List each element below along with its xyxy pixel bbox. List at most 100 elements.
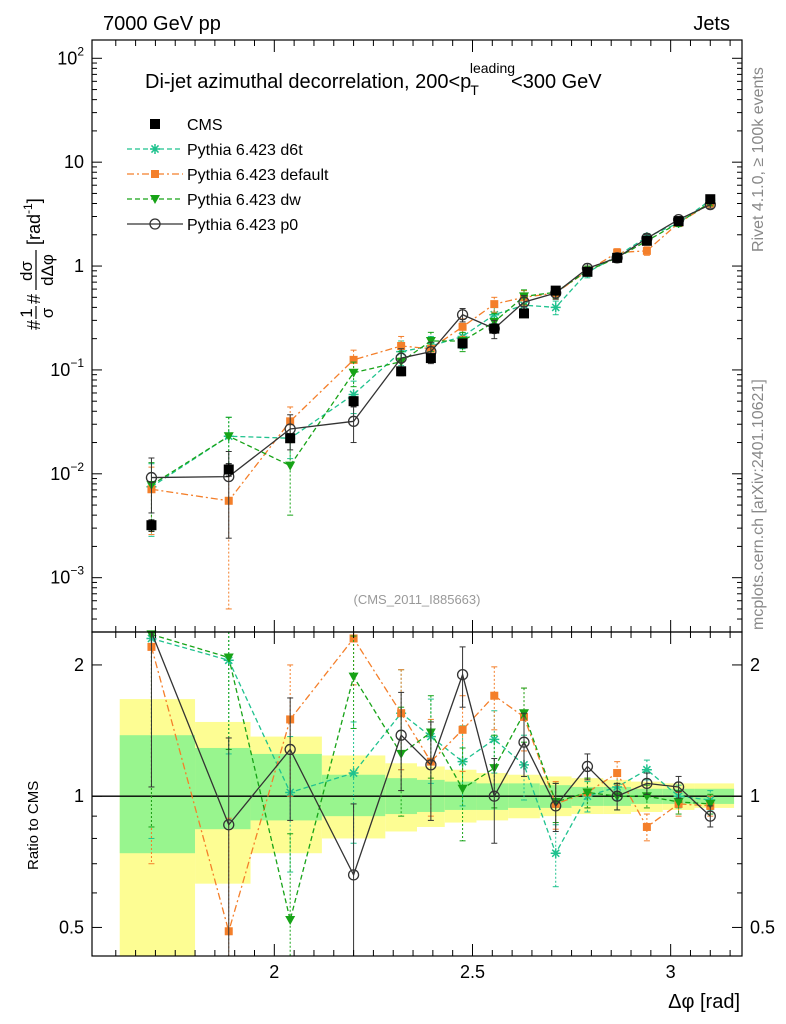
main-point-default-7 <box>490 300 499 309</box>
band-inner-1 <box>195 747 251 830</box>
xtick-label-2: 3 <box>666 962 676 982</box>
main-point-dw-1 <box>223 432 234 442</box>
main-point-p0-4 <box>395 352 407 364</box>
ratio-y-axis-label: Ratio to CMS <box>25 781 42 870</box>
ratio-point-default-3 <box>349 634 358 643</box>
side-rivet-label: Rivet 4.1.0, ≥ 100k events <box>750 67 767 252</box>
main-point-dw-2 <box>285 461 296 471</box>
ratio-point-p0-5 <box>425 759 437 771</box>
ratio-uncertainty-bands <box>119 699 735 956</box>
x-axis-label: Δφ [rad] <box>668 991 740 1013</box>
main-point-p0-6 <box>456 309 469 321</box>
main-point-dw-5 <box>425 336 436 346</box>
ratio-point-dw-2 <box>285 916 296 926</box>
ratio-point-default-11 <box>613 769 622 778</box>
main-ytick-label-5: 102 <box>57 44 84 68</box>
main-ytick-exp-0: −3 <box>70 564 84 578</box>
main-point-cms-3 <box>348 396 359 407</box>
main-point-d6t-9 <box>550 302 561 313</box>
analysis-watermark: (CMS_2011_I885663) <box>354 592 481 607</box>
main-point-dw-3 <box>348 368 359 378</box>
legend-label-dw: Pythia 6.423 dw <box>187 192 301 209</box>
ratio-point-default-7 <box>490 691 499 700</box>
legend: CMS Pythia 6.423 d6t Pythia 6.423 default P… <box>127 117 329 234</box>
legend-label-default: Pythia 6.423 default <box>187 167 329 184</box>
main-ytick-label-4: 10 <box>64 152 84 172</box>
ratio-point-p0-3 <box>347 869 360 881</box>
main-point-p0-8 <box>518 296 530 308</box>
ratio-point-dw-3 <box>348 672 359 682</box>
title-prefix: Di-jet azimuthal decorrelation, 200<p <box>145 71 471 93</box>
side-site-label: mcplots.cern.ch [arXiv:2401.10621] <box>750 379 767 630</box>
main-series-d6t <box>146 195 716 537</box>
main-point-cms-7 <box>489 323 500 334</box>
main-point-cms-11 <box>612 252 623 263</box>
ylabel-num-2: dσ <box>17 261 36 281</box>
ratio-point-p0-12 <box>641 777 653 790</box>
ratio-point-p0-7 <box>488 790 500 802</box>
ylabel-unit: [rad-1] <box>21 198 44 245</box>
ratio-point-d6t-9 <box>550 848 561 859</box>
main-point-cms-0 <box>146 520 157 531</box>
main-point-cms-1 <box>223 464 234 475</box>
legend-marker-p0 <box>149 218 161 230</box>
ylabel-hash-2: # <box>24 294 44 304</box>
legend-label-d6t: Pythia 6.423 d6t <box>187 142 303 159</box>
main-point-cms-9 <box>550 285 561 296</box>
main-ytick-label-3: 1 <box>74 256 84 276</box>
ratio-ytick-label-left-1: 1 <box>74 786 84 806</box>
ratio-line-dw <box>151 633 711 921</box>
ratio-series-p0 <box>148 631 716 957</box>
ratio-point-default-12 <box>642 822 651 831</box>
ratio-line-d6t <box>151 637 711 855</box>
ratio-point-default-6 <box>458 725 467 734</box>
ratio-point-p0-14 <box>704 810 716 822</box>
main-plot <box>145 194 716 610</box>
title-suffix: <300 GeV <box>511 71 602 93</box>
ratio-point-p0-6 <box>456 669 469 681</box>
main-point-cms-13 <box>673 216 684 227</box>
title-subscript: T <box>470 82 479 98</box>
ratio-point-p0-2 <box>284 743 296 756</box>
main-point-cms-4 <box>396 366 407 377</box>
xtick-label-1: 2.5 <box>460 962 485 982</box>
ylabel-den-1: σ <box>38 307 57 318</box>
main-series-cms <box>146 194 716 532</box>
main-series-p0 <box>145 199 716 539</box>
main-point-cms-14 <box>705 194 716 205</box>
main-point-default-12 <box>642 246 651 255</box>
ratio-point-d6t-12 <box>641 764 652 775</box>
title-superscript: leading <box>470 60 515 76</box>
main-point-cms-6 <box>457 338 468 349</box>
ratio-point-p0-9 <box>550 800 562 812</box>
main-point-p0-0 <box>145 471 158 484</box>
main-point-default-3 <box>349 355 358 364</box>
ratio-frame <box>91 631 743 957</box>
ratio-point-dw-10 <box>582 788 593 798</box>
ylabel-unit-close: ] <box>24 198 44 203</box>
ratio-point-p0-8 <box>518 736 530 748</box>
main-ytick-label-1: 10−2 <box>50 460 84 484</box>
main-ytick-label-2: 10−1 <box>50 356 84 380</box>
ylabel-num-1: 1 <box>17 308 36 317</box>
header-energy-label: 7000 GeV pp <box>103 13 221 35</box>
main-point-d6t-3 <box>348 389 359 400</box>
main-point-cms-8 <box>519 308 530 319</box>
main-ytick-exp-2: −1 <box>70 356 84 370</box>
ratio-ytick-label-left-2: 2 <box>74 655 84 675</box>
ratio-point-d6t-3 <box>348 768 359 779</box>
main-ytick-base-1: 10 <box>50 464 70 484</box>
ratio-point-p0-13 <box>672 781 685 793</box>
ratio-point-dw-14 <box>705 799 716 809</box>
main-point-cms-2 <box>285 433 296 444</box>
ratio-ytick-label-right-0: 0.5 <box>750 917 775 937</box>
ratio-point-dw-13 <box>673 797 684 807</box>
band-inner-2 <box>250 753 322 821</box>
main-ytick-exp-5: 2 <box>77 44 84 58</box>
main-plot-title: Di-jet azimuthal decorrelation, 200<pTle… <box>145 60 602 98</box>
ylabel-unit-open: [rad <box>24 214 44 245</box>
ratio-point-dw-1 <box>223 653 234 663</box>
legend-marker-d6t <box>150 144 160 154</box>
